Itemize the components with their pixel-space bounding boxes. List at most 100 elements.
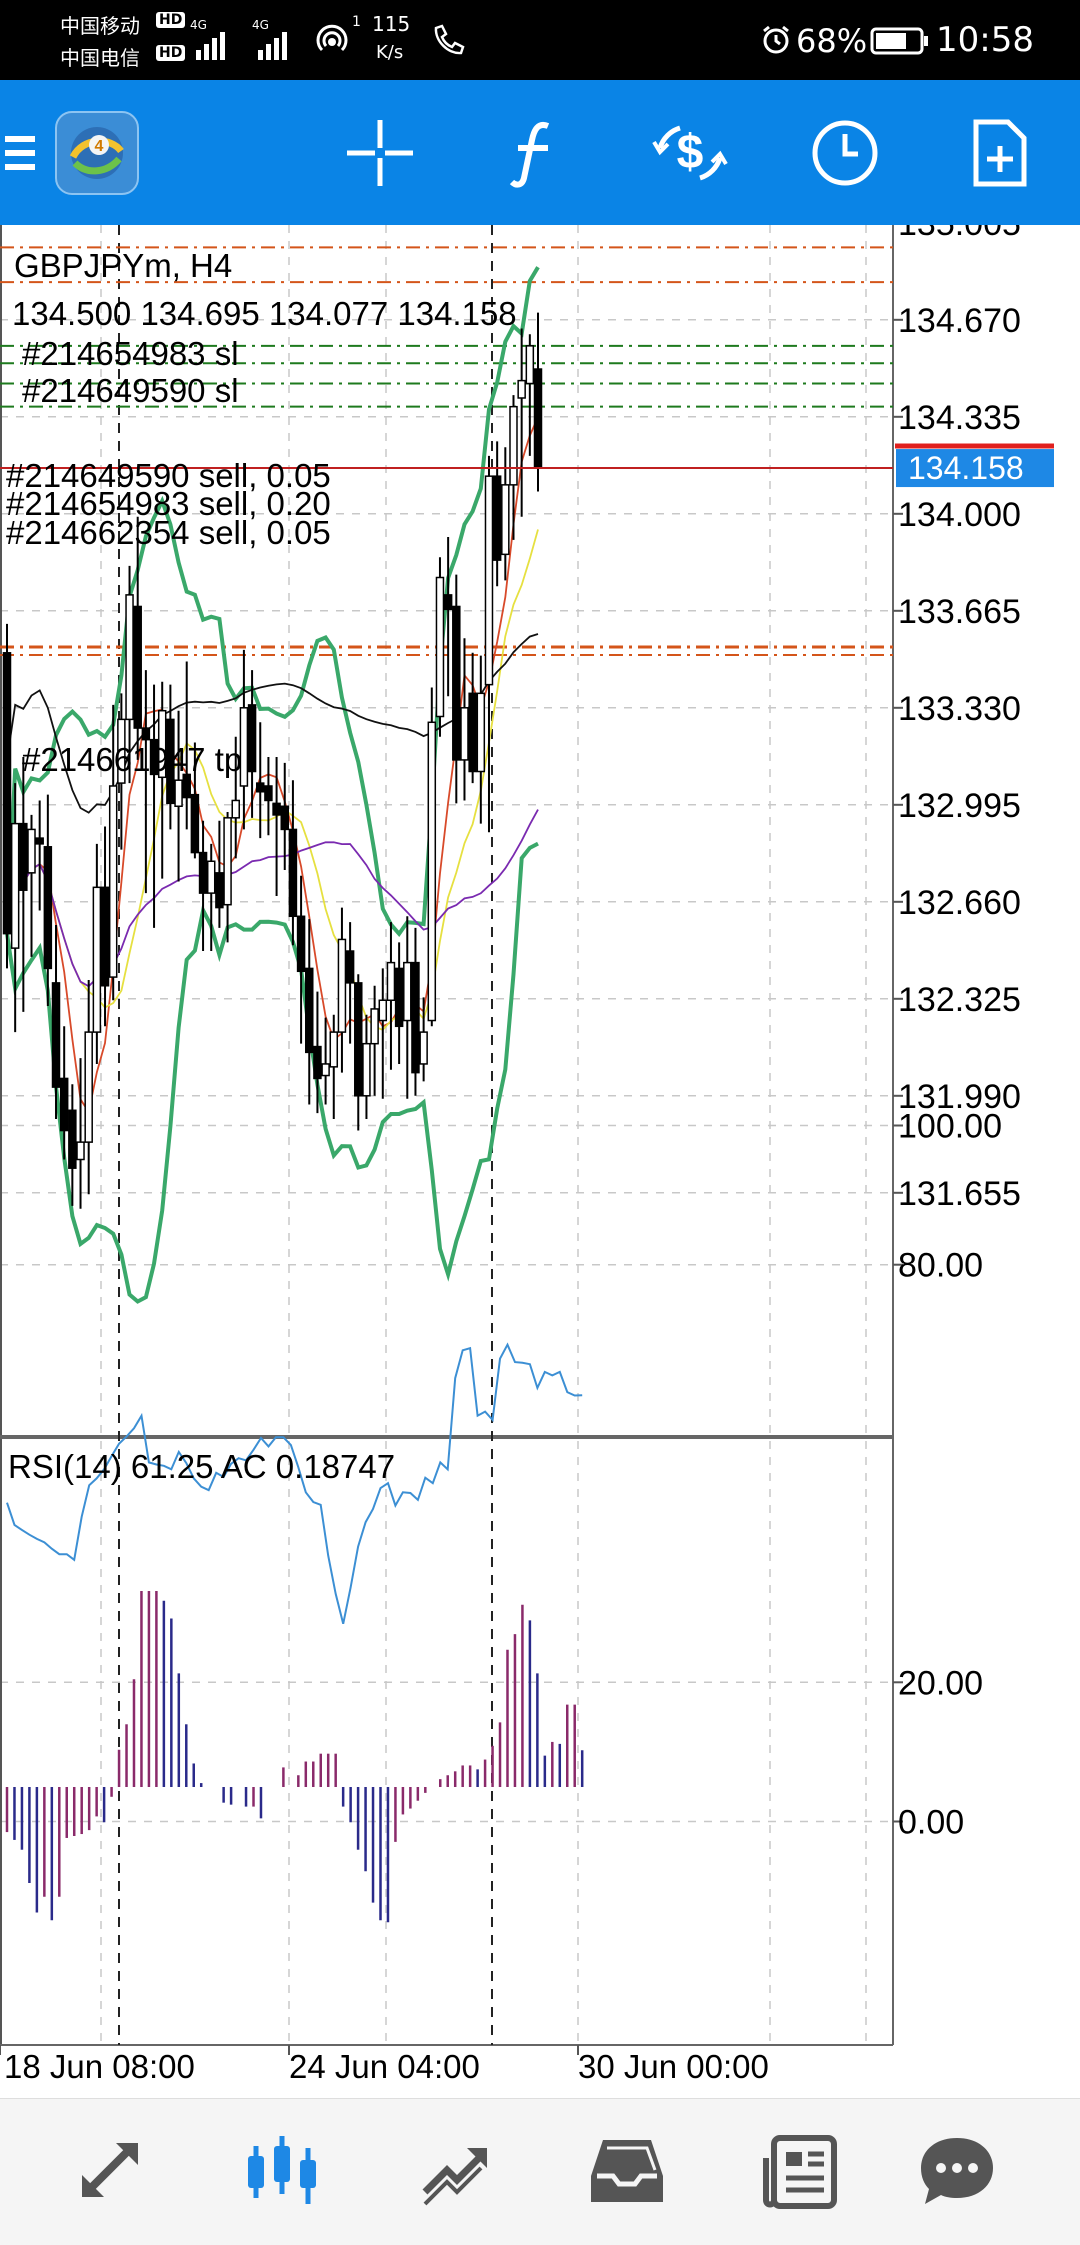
menu-button[interactable] [0, 80, 40, 225]
candle-body [149, 738, 159, 776]
speed-unit: K/s [376, 42, 404, 63]
candle [223, 812, 232, 943]
chart-symbol: GBPJPYm, H4 [14, 247, 232, 284]
candle-body [419, 1031, 428, 1065]
price-tick-label: 134.000 [898, 496, 1021, 534]
history-icon [591, 2140, 663, 2202]
candle [321, 1017, 330, 1105]
clock: 10:58 [936, 20, 1034, 60]
candle-body [509, 405, 518, 486]
period-button[interactable] [795, 80, 895, 225]
candle-body [272, 802, 281, 816]
candle [10, 783, 20, 1033]
time-axis-labels: 18 Jun 08:00 24 Jun 04:00 30 Jun 00:00 [0, 2045, 769, 2085]
candle-body [84, 1031, 93, 1143]
nav-quotes[interactable] [55, 2099, 165, 2245]
candle [92, 843, 102, 1064]
candle [182, 661, 191, 830]
indicators-icon [509, 121, 550, 188]
candle-body [452, 605, 461, 761]
ma-medium-line [6, 529, 539, 1031]
candle-body [288, 828, 298, 918]
chart-grid [0, 225, 893, 2045]
candle [272, 757, 281, 897]
candle-body [345, 950, 355, 984]
network-type-1: 4G [190, 18, 207, 32]
candle [125, 565, 134, 784]
candle [231, 736, 240, 859]
candle-body [435, 576, 445, 718]
crosshair-button[interactable] [330, 80, 430, 225]
price-tick-label: 131.990 [898, 1078, 1021, 1116]
chat-icon [921, 2138, 993, 2204]
candle [411, 927, 420, 1096]
crosshair-icon [347, 119, 413, 186]
speed-value: 115 [372, 12, 411, 36]
candle [43, 794, 53, 1007]
signal-icon-2 [258, 32, 287, 60]
candle [435, 557, 445, 737]
new-order-icon [973, 119, 1027, 186]
candle [280, 762, 290, 870]
candle-body [117, 718, 126, 784]
candle-body [386, 961, 396, 1001]
candle [198, 820, 208, 952]
indicator-tick-label: 80.00 [898, 1247, 983, 1285]
app-logo-button[interactable]: 4 [52, 80, 142, 225]
candle [419, 997, 428, 1082]
candle [84, 979, 93, 1195]
candle [215, 820, 224, 928]
current-price-marker [896, 449, 1054, 488]
new-order-button[interactable] [950, 80, 1050, 225]
candle-body [329, 1031, 339, 1068]
candle-body [35, 837, 44, 845]
ma-fast-line [6, 416, 539, 1115]
hd-badge-2: HD [156, 45, 186, 61]
alarm-icon [763, 25, 789, 54]
candle [2, 623, 12, 969]
candle [166, 684, 175, 830]
trade-button[interactable]: $ [640, 80, 740, 225]
candle-body [533, 368, 543, 469]
candle-body [51, 982, 61, 1088]
candle [141, 670, 151, 894]
candle-body [411, 961, 420, 1074]
candle [345, 922, 355, 1044]
price-chart[interactable]: 135.340135.005134.670134.335134.000133.6… [0, 225, 1080, 2098]
indicator-title: RSI(14) 61.25 AC 0.18747 [8, 1448, 395, 1485]
indicators-button[interactable] [484, 80, 584, 225]
candle [362, 1014, 371, 1119]
price-tick-label: 132.325 [898, 981, 1021, 1019]
candle [239, 649, 249, 830]
candle [386, 922, 396, 1070]
candle-body [296, 915, 306, 973]
candle-body [280, 805, 290, 831]
carrier-1-label: 中国移动 [60, 14, 140, 38]
chart-icon [248, 2136, 316, 2204]
price-tick-label: 135.005 [898, 225, 1021, 243]
order-label: #214654983 sl [22, 335, 239, 372]
news-icon [763, 2135, 837, 2209]
candle [452, 574, 461, 804]
nav-trade[interactable] [400, 2099, 510, 2245]
nav-chat[interactable] [902, 2099, 1012, 2245]
candle-body [2, 652, 12, 935]
nav-news[interactable] [745, 2099, 855, 2245]
indicator-tick-label: 20.00 [898, 1664, 983, 1702]
indicator-tick-label: 0.00 [898, 1804, 964, 1842]
candle [337, 907, 347, 1073]
order-label: #214649590 sell, 0.05 [6, 457, 331, 494]
candle-body [141, 727, 151, 741]
trade-icon: $ [652, 125, 728, 180]
nav-chart[interactable] [227, 2099, 337, 2245]
app-logo-icon: 4 [55, 110, 139, 195]
candle-body [182, 773, 191, 799]
candle-body [19, 822, 28, 891]
candle-body [492, 475, 502, 561]
candle [517, 328, 526, 517]
candle-body [166, 718, 175, 805]
candle-body [264, 785, 273, 802]
candle-body [59, 1077, 69, 1132]
nav-history[interactable] [572, 2099, 682, 2245]
current-price-label: 134.158 [908, 450, 1024, 486]
